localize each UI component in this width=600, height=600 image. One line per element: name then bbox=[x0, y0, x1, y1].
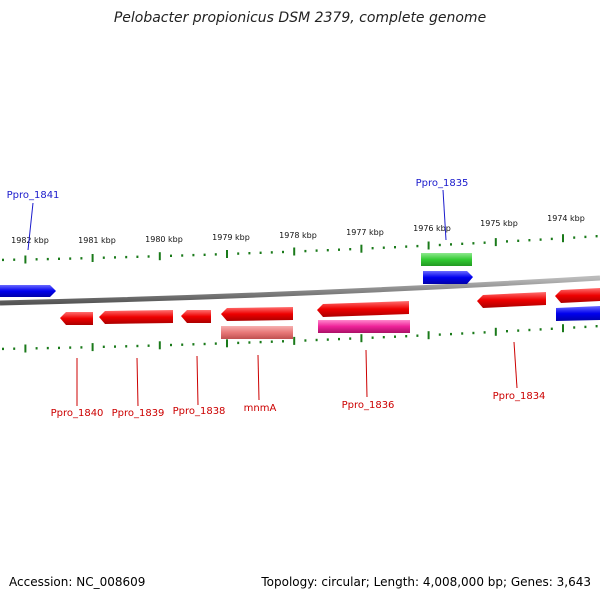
leader-line-ppro-1836 bbox=[365, 349, 368, 398]
scale-label: 1981 kbp bbox=[78, 236, 116, 245]
scale-label: 1977 kbp bbox=[346, 228, 384, 237]
genome-title: Pelobacter propionicus DSM 2379, complet… bbox=[113, 10, 487, 26]
gene-ppro-1840-feature[interactable] bbox=[60, 312, 93, 325]
gene-ppro-1839-feature[interactable] bbox=[99, 310, 173, 324]
ppro-1836-related-feature[interactable] bbox=[318, 320, 410, 333]
gene-ppro-1835-feature[interactable] bbox=[423, 271, 473, 284]
gene-ppro-1836-feature[interactable] bbox=[317, 301, 409, 317]
gene-label-ppro-1841[interactable]: Ppro_1841 bbox=[7, 190, 60, 201]
outer-scale-ticks bbox=[2, 234, 598, 264]
scale-label: 1982 kbp bbox=[11, 236, 49, 245]
gene-ppro-1838-feature[interactable] bbox=[181, 310, 211, 323]
gene-ppro-1841-feature[interactable] bbox=[0, 285, 56, 297]
scale-label: 1975 kbp bbox=[480, 219, 518, 228]
leader-line-mnma bbox=[257, 354, 260, 401]
scale-label: 1979 kbp bbox=[212, 233, 250, 242]
leader-line-ppro-1835 bbox=[442, 189, 447, 241]
gene-mnma-feature[interactable] bbox=[221, 307, 293, 321]
gene-reverse-feature[interactable] bbox=[555, 288, 600, 303]
genome-summary-text: Topology: circular; Length: 4,008,000 bp… bbox=[261, 575, 591, 589]
leader-line-ppro-1839 bbox=[136, 357, 139, 407]
genome-backbone bbox=[0, 275, 600, 306]
accession-text: Accession: NC_008609 bbox=[9, 575, 146, 589]
leader-line-ppro-1838 bbox=[196, 355, 199, 406]
scale-label: 1976 kbp bbox=[413, 224, 451, 233]
gene-label-ppro-1835[interactable]: Ppro_1835 bbox=[416, 178, 469, 189]
gene-label-ppro-1839[interactable]: Ppro_1839 bbox=[112, 408, 165, 419]
leader-line-ppro-1841 bbox=[27, 202, 34, 251]
gene-ppro-1834-feature[interactable] bbox=[477, 292, 546, 308]
gene-label-mnma[interactable]: mnmA bbox=[244, 403, 277, 414]
scale-label: 1980 kbp bbox=[145, 235, 183, 244]
gene-label-ppro-1838[interactable]: Ppro_1838 bbox=[173, 406, 226, 417]
inner-scale-ticks bbox=[2, 324, 598, 353]
gene-label-ppro-1840[interactable]: Ppro_1840 bbox=[51, 408, 104, 419]
scale-label: 1978 kbp bbox=[279, 231, 317, 240]
leader-line-ppro-1834 bbox=[513, 341, 518, 389]
gene-label-ppro-1836[interactable]: Ppro_1836 bbox=[342, 400, 395, 411]
rna-feature[interactable] bbox=[421, 253, 472, 266]
mnma-related-feature[interactable] bbox=[221, 326, 293, 339]
scale-label: 1974 kbp bbox=[547, 214, 585, 223]
gene-forward-feature[interactable] bbox=[556, 306, 600, 321]
gene-label-ppro-1834[interactable]: Ppro_1834 bbox=[493, 391, 546, 402]
